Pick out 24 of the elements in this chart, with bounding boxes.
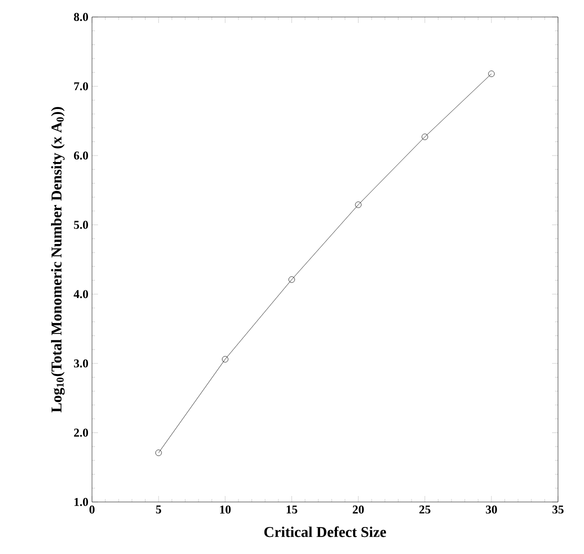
y-tick-label: 2.0 xyxy=(74,428,88,437)
x-axis-title: Critical Defect Size xyxy=(264,526,386,538)
point xyxy=(288,276,295,283)
x-tick-label: 10 xyxy=(220,506,231,514)
x-tick-label: 25 xyxy=(419,506,430,514)
x-tick-label: 30 xyxy=(486,506,497,514)
x-tick-label: 35 xyxy=(552,506,564,514)
point xyxy=(155,450,162,456)
point xyxy=(422,134,428,140)
x-tick-label: 15 xyxy=(286,506,298,514)
point xyxy=(222,356,228,362)
y-tick-label: 1.0 xyxy=(74,498,88,506)
x-tick-label: 20 xyxy=(352,506,364,514)
point xyxy=(488,70,495,77)
y-axis-title: Log$_{10}$(Total Monomeric Number Density (x A$_{0}$)) xyxy=(51,107,65,412)
y-tick-label: 6.0 xyxy=(74,151,88,160)
x-tick-label: 0 xyxy=(89,506,95,514)
y-tick-label: 4.0 xyxy=(74,290,88,298)
y-tick-label: 8.0 xyxy=(74,12,88,22)
y-tick-label: 5.0 xyxy=(74,220,88,229)
y-tick-label: 3.0 xyxy=(74,359,88,368)
x-tick-label: 5 xyxy=(156,506,162,514)
y-tick-label: 7.0 xyxy=(74,82,88,90)
point xyxy=(355,202,362,208)
